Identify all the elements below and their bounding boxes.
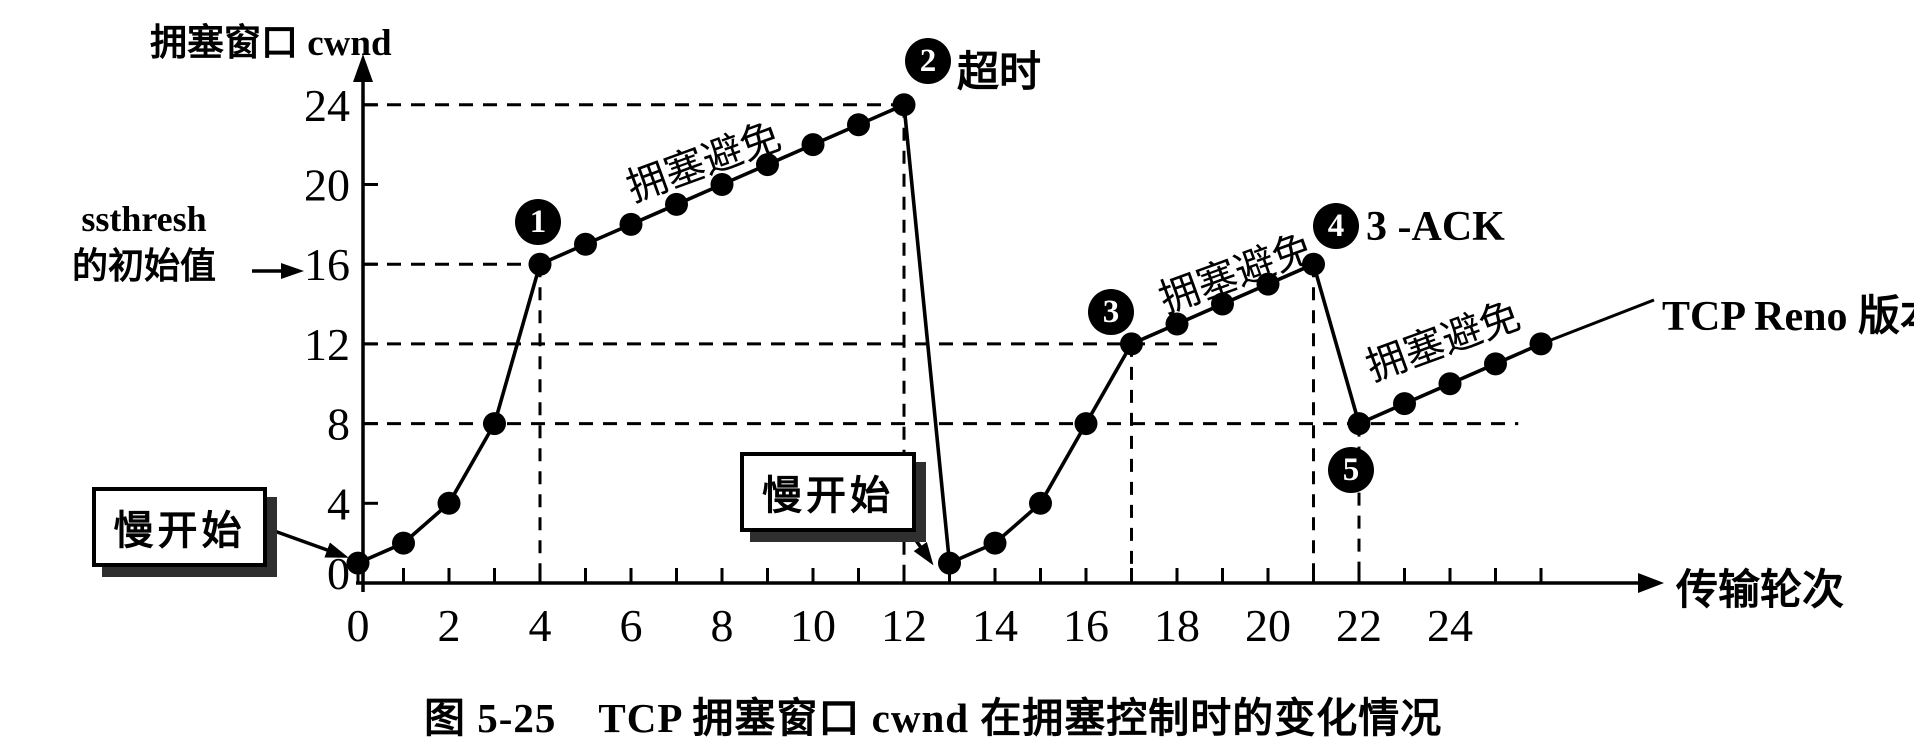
data-point [1074, 412, 1098, 436]
x-tick-label-10: 10 [790, 600, 836, 651]
y-tick-label-24: 24 [304, 80, 350, 131]
slow-start-box-2: 慢开始 [740, 452, 916, 532]
annotation-badge-4: 4 [1313, 203, 1359, 249]
y-tick-label-8: 8 [327, 399, 350, 450]
data-point [574, 232, 597, 256]
data-point [1211, 292, 1234, 316]
x-tick-label-2: 2 [438, 600, 461, 651]
slow-start-arrow-1-line [265, 526, 331, 553]
reno-tail-line [1540, 298, 1655, 346]
y-tick-label-0: 0 [327, 548, 350, 599]
x-tick-label-0: 0 [347, 600, 370, 651]
data-point [710, 173, 734, 196]
y-axis-title: 拥塞窗口 cwnd [150, 23, 392, 64]
y-tick-label-4: 4 [327, 478, 350, 529]
y-axis-arrowhead [353, 54, 373, 82]
data-point [1120, 332, 1143, 356]
three-ack-label: 3 -ACK [1366, 204, 1505, 250]
x-tick-label-16: 16 [1063, 600, 1109, 651]
data-point [1029, 491, 1052, 515]
data-point [346, 551, 370, 575]
data-point [1302, 252, 1325, 276]
x-tick-label-6: 6 [620, 600, 643, 651]
x-tick-label-4: 4 [529, 600, 552, 651]
slow-start-box-2-label: 慢开始 [762, 473, 894, 518]
data-point [892, 93, 916, 117]
x-axis-title: 传输轮次 [1676, 568, 1845, 614]
slow-start-box-1-label: 慢开始 [113, 508, 246, 553]
x-tick-label-8: 8 [711, 600, 734, 651]
y-tick-label-16: 16 [304, 239, 350, 290]
annotation-badge-1: 1 [515, 199, 561, 245]
data-point [1393, 392, 1416, 416]
slow-start-arrow-1-head [324, 542, 349, 558]
slow-start-arrow-2-line [906, 527, 924, 551]
data-point [1347, 412, 1371, 436]
data-point [483, 412, 506, 436]
x-tick-label-24: 24 [1427, 600, 1473, 651]
data-point [847, 113, 870, 137]
data-point [1256, 272, 1280, 296]
data-point [1438, 372, 1462, 396]
x-axis-arrowhead [1638, 573, 1664, 593]
ssthresh-label-line1: ssthresh [81, 199, 207, 239]
ssthresh-label: ssthresh 的初始值 [26, 196, 262, 290]
data-point [665, 192, 688, 216]
annotation-badge-5: 5 [1328, 447, 1374, 493]
phase-label-2: 拥塞避免 [1153, 225, 1319, 322]
x-tick-label-14: 14 [972, 600, 1018, 651]
cwnd-curve [357, 103, 1542, 565]
x-tick-label-20: 20 [1245, 600, 1291, 651]
annotation-badge-2: 2 [905, 38, 951, 84]
data-point [437, 491, 461, 515]
figure-caption: 图 5-25 TCP 拥塞窗口 cwnd 在拥塞控制时的变化情况 [424, 695, 1443, 741]
data-point [392, 531, 415, 555]
y-tick-label-12: 12 [304, 319, 350, 370]
timeout-label: 超时 [957, 50, 1042, 96]
x-tick-label-18: 18 [1154, 600, 1200, 651]
y-tick-label-20: 20 [304, 160, 350, 211]
data-point [938, 551, 961, 575]
annotation-badge-3: 3 [1088, 289, 1134, 335]
data-point [1165, 312, 1189, 336]
slow-start-box-1: 慢开始 [92, 487, 267, 567]
data-point [528, 252, 552, 276]
data-point [983, 531, 1007, 555]
phase-label-1: 拥塞避免 [621, 113, 787, 210]
ssthresh-arrow-head [281, 263, 304, 279]
data-point [756, 153, 779, 177]
x-tick-label-22: 22 [1336, 600, 1382, 651]
data-point [801, 133, 825, 157]
tcp-reno-label: TCP Reno 版本 [1662, 294, 1914, 340]
data-point [619, 212, 643, 236]
x-tick-label-12: 12 [881, 600, 927, 651]
ssthresh-label-line2: 的初始值 [71, 246, 216, 286]
data-point [1484, 352, 1507, 376]
data-point [1529, 332, 1553, 356]
slow-start-arrow-2-head [913, 541, 934, 566]
